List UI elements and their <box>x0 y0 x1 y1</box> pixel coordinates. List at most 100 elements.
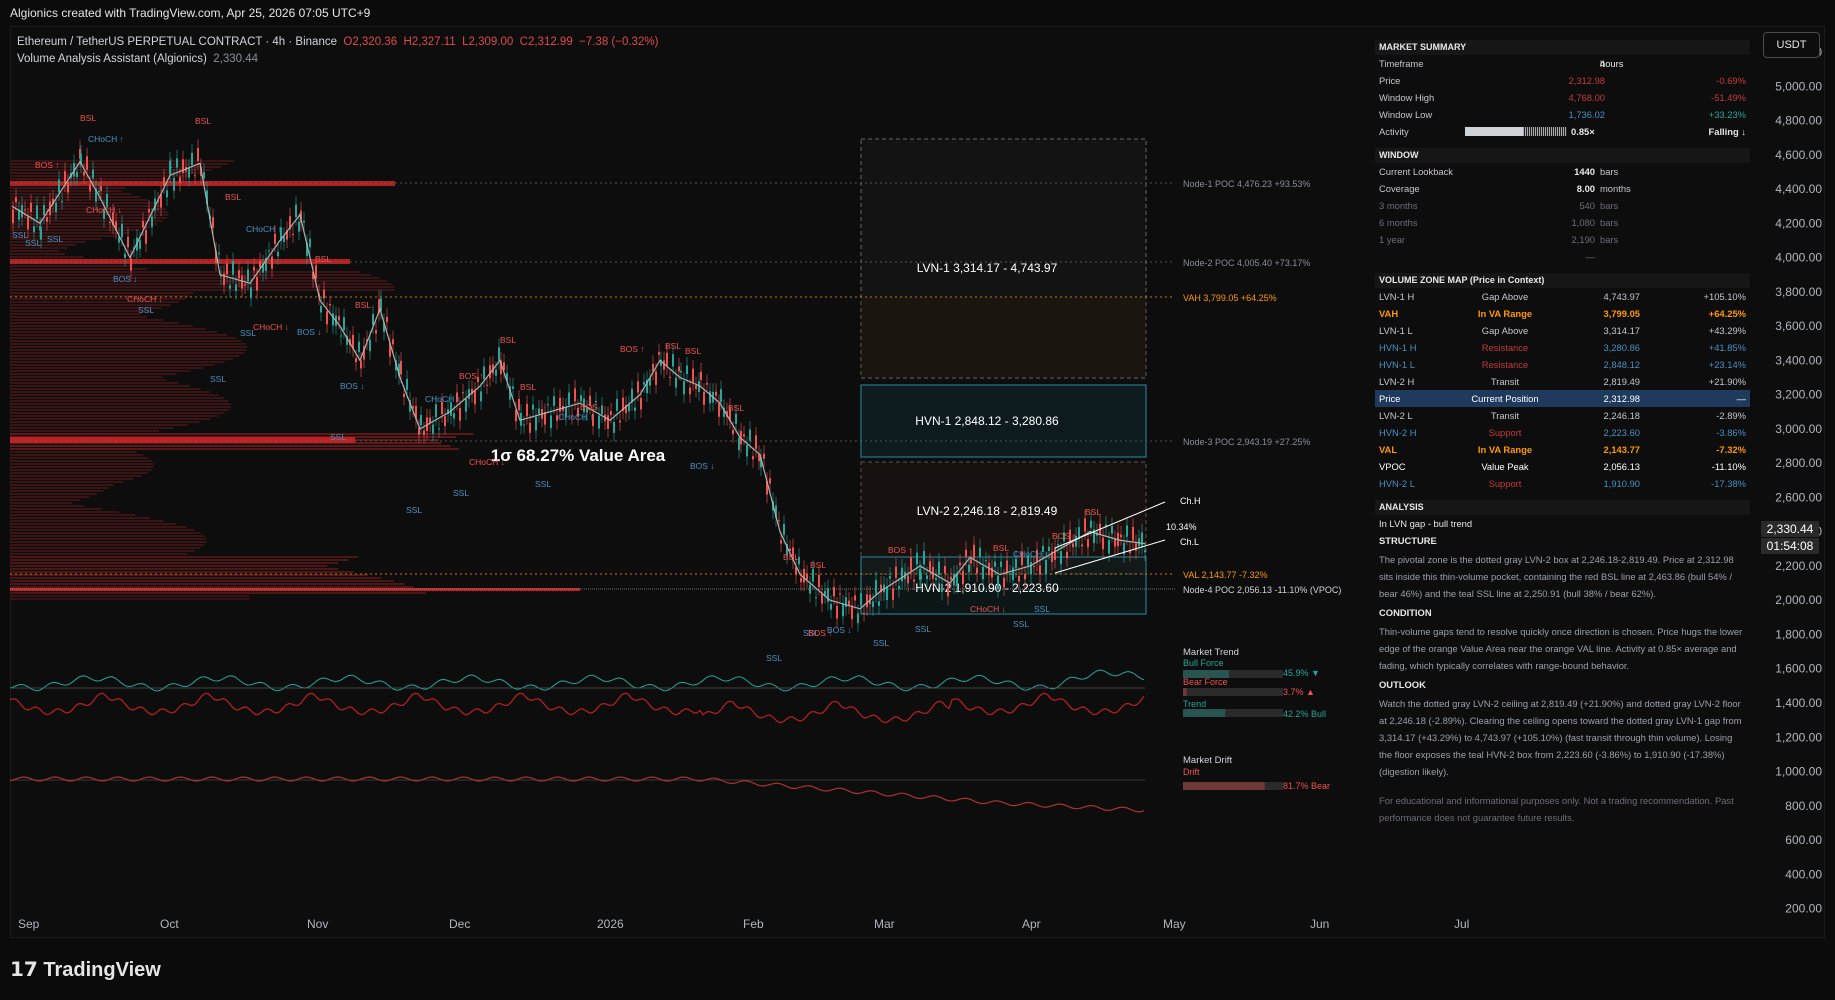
profile-poc <box>10 259 350 264</box>
profile-bar <box>10 310 152 312</box>
candle-body <box>142 220 144 228</box>
structure-label-ssl: SSL <box>915 624 931 634</box>
profile-bar <box>10 283 392 285</box>
time-axis-label: Dec <box>449 917 470 931</box>
zone-row-cell: 4,743.97 <box>1603 291 1641 302</box>
price-axis-label: 4,600.00 <box>1775 148 1822 162</box>
profile-bar <box>10 481 124 483</box>
hvn1-zone[interactable] <box>860 384 1147 458</box>
profile-bar <box>10 211 168 213</box>
structure-label-choch_down: CHoCH ↓ <box>970 604 1006 614</box>
candle-body <box>863 612 865 614</box>
candle-body <box>982 566 984 580</box>
structure-label-ssl: SSL <box>535 479 551 489</box>
profile-bar <box>10 163 229 165</box>
candle-body <box>698 380 700 392</box>
profile-bar <box>10 472 148 474</box>
price-axis-label: 3,200.00 <box>1775 388 1822 402</box>
candle-body <box>166 190 168 198</box>
indicator-value: 2,330.44 <box>213 53 258 65</box>
lvn1-zone[interactable] <box>860 138 1147 379</box>
profile-bar <box>10 427 175 429</box>
zone-row: LVN-2 H Transit 2,819.49 +21.90% <box>1375 373 1750 390</box>
candle-body <box>435 404 437 418</box>
candle-body <box>842 603 844 617</box>
window-title: Algionics created with TradingView.com, … <box>0 0 1835 26</box>
candle-body <box>36 205 38 220</box>
candle-body <box>46 217 48 222</box>
structure-label-bos_up: BOS ↑ <box>580 402 605 412</box>
summary-row-cell: 2,312.98 <box>1568 75 1606 86</box>
candle-body <box>241 275 243 289</box>
zone-row: VAH In VA Range 3,799.05 +64.25% <box>1375 305 1750 322</box>
candle-body <box>89 184 91 192</box>
profile-bar <box>10 403 231 405</box>
candle-body <box>432 424 434 434</box>
analysis-title: ANALYSIS <box>1375 500 1750 515</box>
window-unit: months <box>1600 183 1631 194</box>
indicator-name[interactable]: Volume Analysis Assistant (Algionics) <box>17 53 207 65</box>
profile-bar <box>10 475 142 477</box>
profile-bar <box>10 370 191 372</box>
candle-body <box>67 182 69 193</box>
candle-body <box>73 162 75 177</box>
zone-row-cell: Current Position <box>1471 393 1539 404</box>
candle-body <box>988 562 990 576</box>
candle-body <box>194 175 196 177</box>
structure-label-bsl: BSL <box>728 403 744 413</box>
zone-row-cell: In VA Range <box>1477 444 1533 455</box>
candle-body <box>892 588 894 600</box>
candle-body <box>268 250 270 252</box>
structure-label-choch_up: CHoCH ↑ <box>425 394 461 404</box>
zone-row-cell: VAL <box>1379 444 1398 455</box>
zone-row-cell: HVN-1 L <box>1379 359 1415 370</box>
profile-bar <box>10 544 205 546</box>
symbol-title[interactable]: Ethereum / TetherUS PERPETUAL CONTRACT ·… <box>17 36 337 48</box>
candle-body <box>703 391 705 405</box>
structure-label-bos_down: BOS ↓ <box>827 625 852 635</box>
profile-bar <box>10 526 186 528</box>
candle-body <box>752 456 754 460</box>
candle-body <box>886 586 888 601</box>
profile-bar <box>10 244 76 246</box>
candle-body <box>33 226 35 233</box>
profile-bar <box>10 268 147 270</box>
drift-value: 81.7% Bear <box>1283 781 1331 791</box>
candle-body <box>358 341 360 353</box>
candle-body <box>1120 534 1122 538</box>
profile-bar <box>10 376 163 378</box>
candle-body <box>994 561 996 567</box>
profile-poc <box>10 181 395 186</box>
candle-body <box>24 209 26 211</box>
candle-body <box>326 311 328 325</box>
zone-row-cell: +105.10% <box>1703 291 1747 302</box>
candle-body <box>613 422 615 433</box>
level-label: Node-1 POC 4,476.23 +93.53% <box>1183 179 1310 189</box>
structure-label-ssl: SSL <box>766 653 782 663</box>
currency-button[interactable]: USDT <box>1763 32 1820 58</box>
window-row-cell: 1440 <box>1574 166 1595 177</box>
profile-bar <box>10 334 228 336</box>
window-row-cell: 1,080 <box>1571 217 1595 228</box>
candle-body <box>163 177 165 186</box>
candle-body <box>544 411 546 425</box>
zone-row: HVN-1 L Resistance 2,848.12 +23.14% <box>1375 356 1750 373</box>
structure-label-bos_up: BOS ↑ <box>1052 531 1077 541</box>
candle-body <box>746 444 748 457</box>
window-row: Current Lookback 1440 bars <box>1375 163 1750 180</box>
candle-body <box>253 266 255 271</box>
candle-body <box>280 227 282 241</box>
candle-body <box>182 159 184 174</box>
profile-bar <box>10 448 459 450</box>
tradingview-logo[interactable]: 𝟭𝟳 TradingView <box>10 957 161 982</box>
candle-body <box>154 198 156 211</box>
price-axis-label: 1,800.00 <box>1775 627 1822 641</box>
candle-body <box>286 230 288 240</box>
profile-bar <box>10 595 249 597</box>
zone-row-cell: -7.32% <box>1716 444 1746 455</box>
candle-body <box>649 377 651 386</box>
structure-label-ssl: SSL <box>406 505 422 515</box>
window-unit: bars <box>1600 166 1619 177</box>
profile-bar <box>10 499 81 501</box>
